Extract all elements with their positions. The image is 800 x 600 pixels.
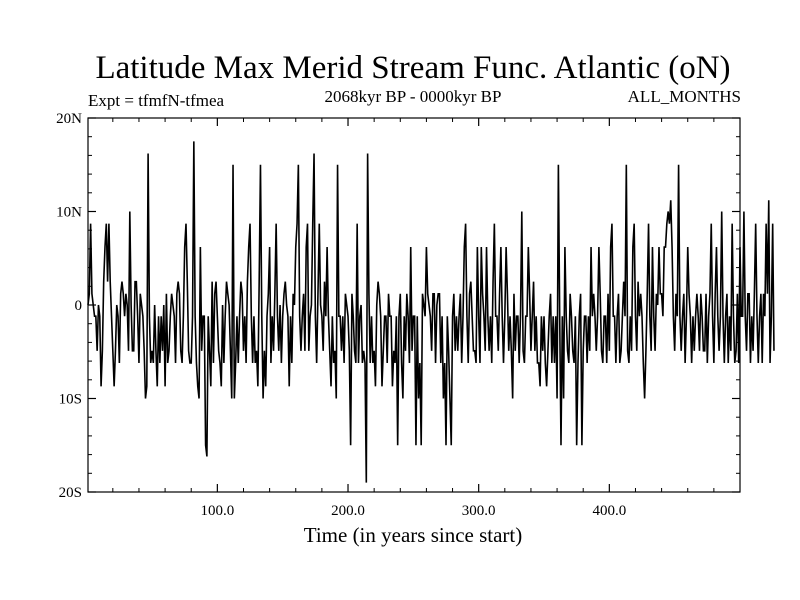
y-tick-label: 0 bbox=[75, 298, 83, 314]
chart-title: Latitude Max Merid Stream Func. Atlantic… bbox=[95, 50, 730, 86]
y-tick-label: 20S bbox=[59, 485, 82, 501]
ticks-layer: 20N 10N 0 10S 20S 100.0 200.0 300.0 400.0 bbox=[56, 111, 740, 519]
x-tick-label: 300.0 bbox=[462, 503, 496, 519]
series-layer bbox=[87, 141, 775, 483]
y-tick-label: 10N bbox=[56, 205, 82, 221]
x-tick-label: 200.0 bbox=[331, 503, 365, 519]
y-tick-label: 20N bbox=[56, 111, 82, 127]
y-tick-label: 10S bbox=[59, 392, 82, 408]
series-line bbox=[87, 141, 775, 483]
x-tick-label: 100.0 bbox=[200, 503, 234, 519]
experiment-label: Expt = tfmfN-tfmea bbox=[88, 91, 225, 110]
x-axis-label: Time (in years since start) bbox=[304, 523, 523, 547]
plot-frame bbox=[87, 117, 741, 493]
time-range-label: 2068kyr BP - 0000kyr BP bbox=[325, 87, 502, 106]
months-label: ALL_MONTHS bbox=[628, 87, 741, 106]
x-tick-label: 400.0 bbox=[592, 503, 626, 519]
